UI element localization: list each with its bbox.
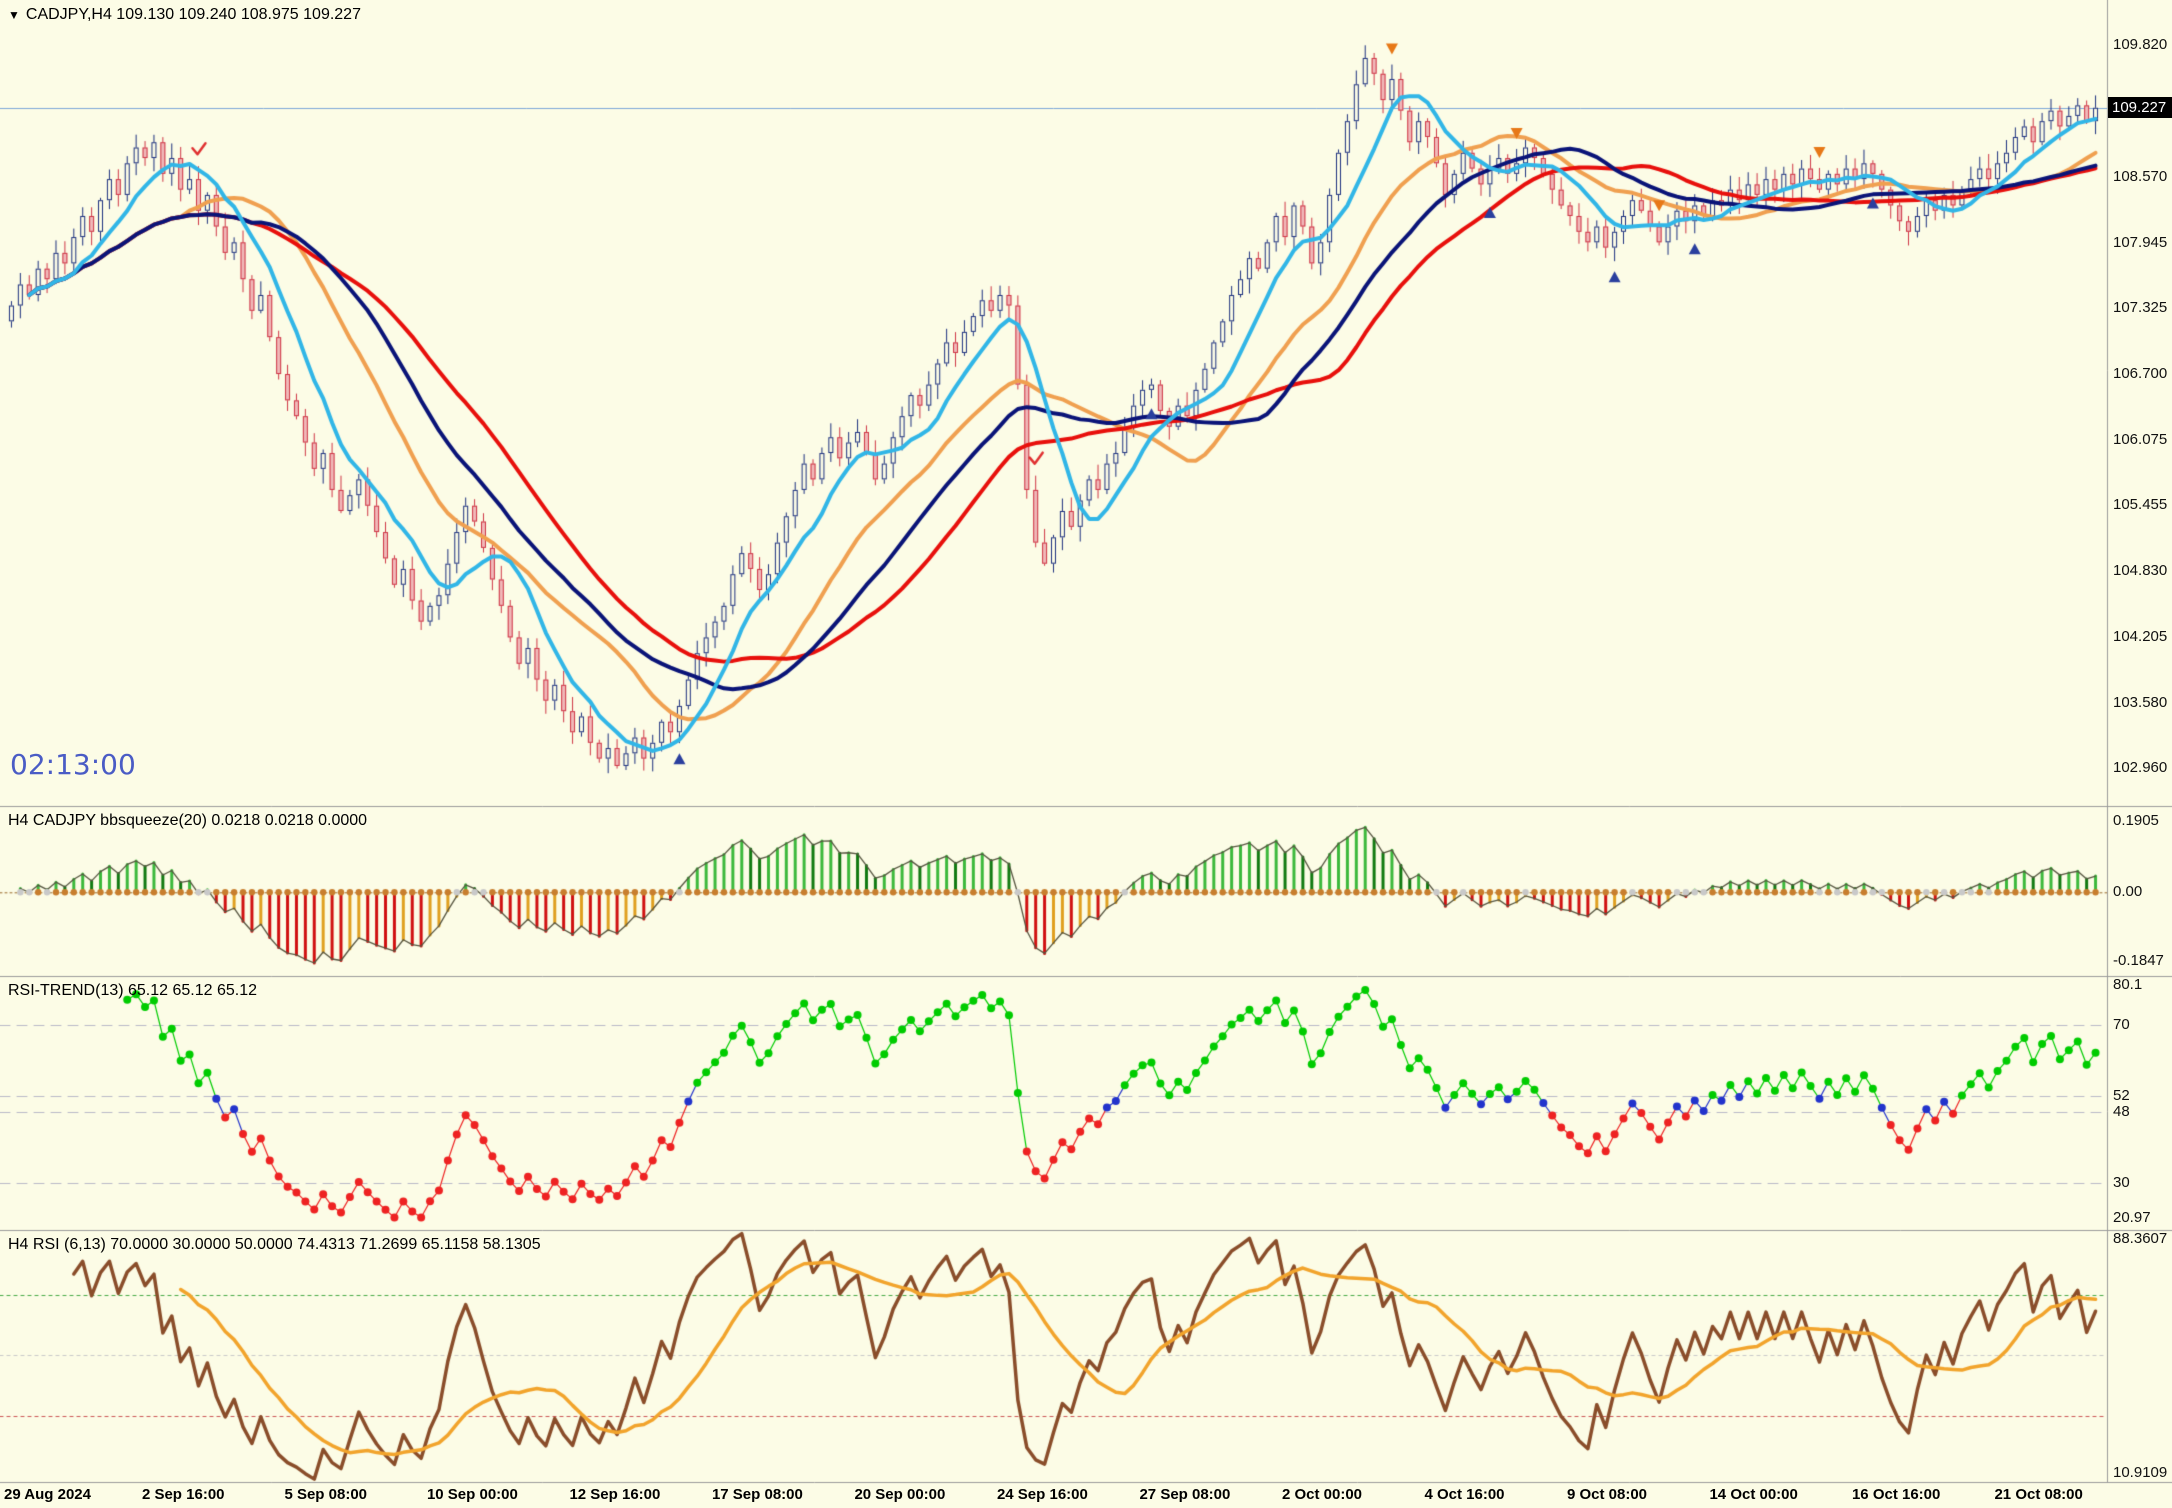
chart-title: ▼ CADJPY,H4 109.130 109.240 108.975 109.2…	[8, 6, 361, 24]
symbol-dropdown-icon[interactable]: ▼	[8, 8, 20, 22]
chart-title-text: CADJPY,H4 109.130 109.240 108.975 109.22…	[25, 6, 361, 23]
bbsqueeze-title: H4 CADJPY bbsqueeze(20) 0.0218 0.0218 0.…	[8, 812, 368, 829]
rsi-title: H4 RSI (6,13) 70.0000 30.0000 50.0000 74…	[8, 1236, 541, 1253]
candle-countdown-clock: 02:13:00	[10, 748, 136, 781]
rsi-trend-title: RSI-TREND(13) 65.12 65.12 65.12	[8, 982, 258, 999]
current-price-badge: 109.227	[2108, 96, 2172, 118]
